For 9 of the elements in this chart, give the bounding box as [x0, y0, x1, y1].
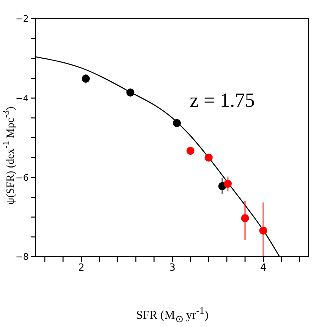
x-axis-title: SFR (M$_{⊙}$ yr$^{-1}$)	[135, 306, 210, 326]
annotation: z = 1.75	[190, 90, 256, 113]
x-tick-label: 3	[169, 263, 176, 274]
y-tick-label: −8	[16, 253, 30, 264]
y-tick-label: −6	[16, 174, 30, 184]
x-tick-label: 2	[78, 263, 85, 274]
x-tick-label: 4	[260, 263, 267, 274]
y-tick-label: −4	[16, 94, 30, 105]
y-tick-label: −2	[16, 15, 29, 26]
